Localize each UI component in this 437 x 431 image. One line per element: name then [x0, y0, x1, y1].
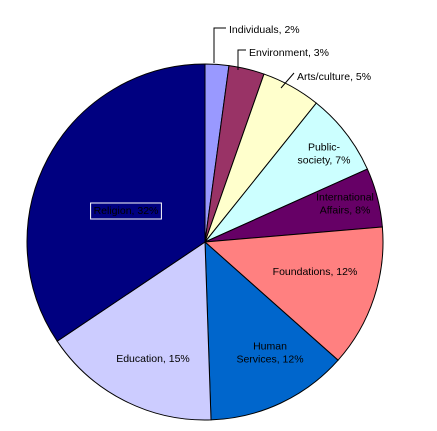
slice-label-8: Education, 15% [116, 353, 190, 365]
leader-line-2 [237, 49, 246, 70]
slice-label-4: Public-society, 7% [298, 142, 351, 167]
slice-label-9: Religion, 32% [94, 205, 159, 217]
slice-label-7: Human Services, 12% [236, 341, 303, 366]
pie-slice-7 [204, 240, 339, 421]
slice-label-box-9 [90, 202, 162, 220]
leader-lines [213, 27, 295, 89]
leader-line-3 [280, 72, 295, 89]
slice-label-3: Arts/culture, 5% [297, 71, 371, 83]
pie-slice-6 [203, 226, 384, 361]
slice-label-1: Individuals, 2% [229, 24, 300, 36]
pie-slices [26, 63, 384, 421]
slice-label-2: Environment, 3% [249, 47, 329, 59]
slice-labels: Individuals, 2% Environment, 3% Arts/cultu… [90, 24, 374, 366]
slice-label-6: Foundations, 12% [273, 266, 358, 278]
leader-line-1 [213, 27, 226, 63]
slice-label-5: International Affairs, 8% [316, 192, 374, 217]
pie-slice-8 [56, 241, 212, 421]
